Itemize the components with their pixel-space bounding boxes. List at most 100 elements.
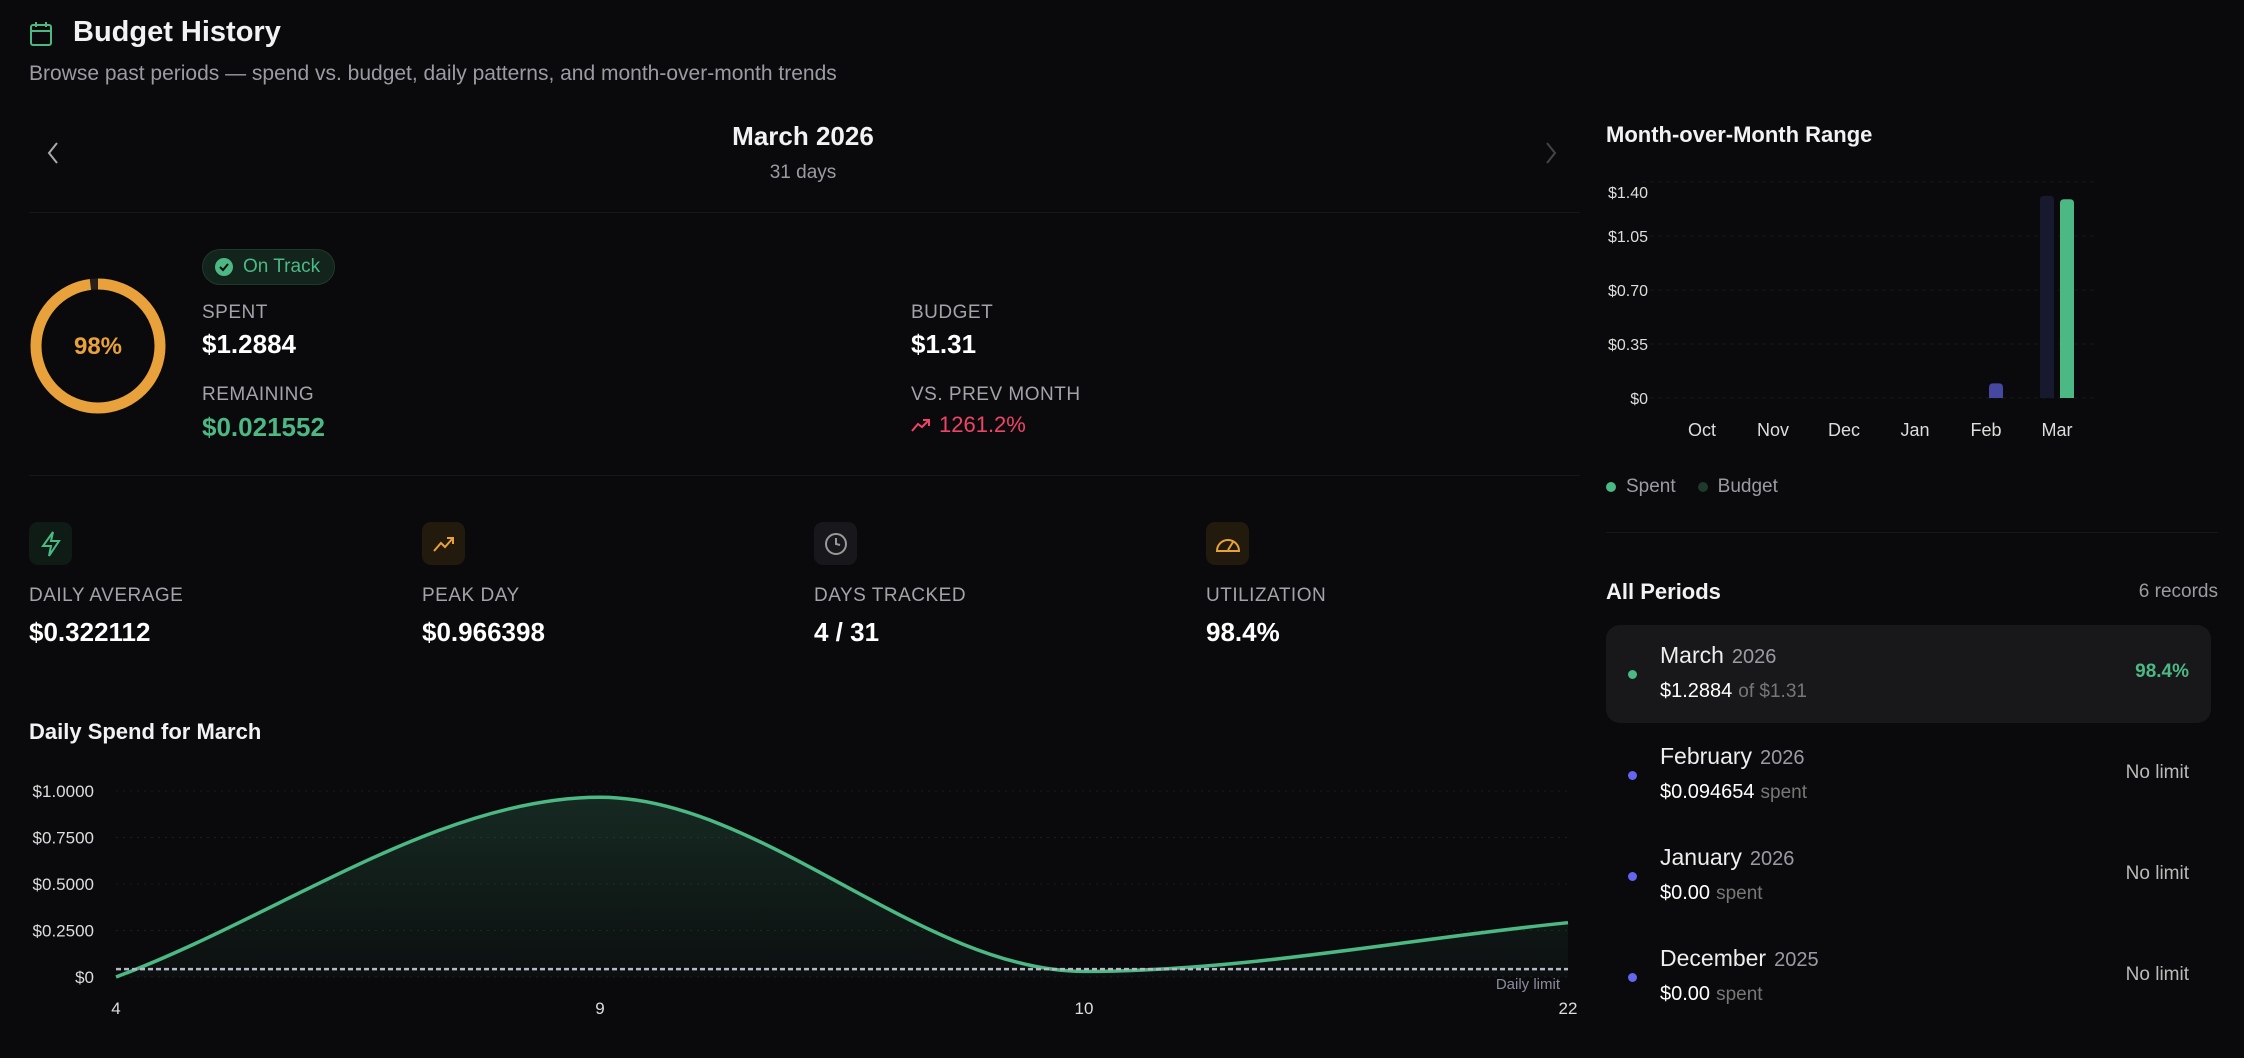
x-tick-label: 9 [595,999,604,1018]
mom-chart-title: Month-over-Month Range [1606,122,1873,147]
check-circle-icon [215,258,233,276]
trending-up-icon [422,522,465,565]
period-status: No limit [2125,762,2189,783]
stat-label: UTILIZATION [1206,585,1327,606]
utilization-ring: 98% [30,278,166,414]
x-tick-label: Mar [2042,420,2073,440]
stat-value: 4 / 31 [814,617,880,647]
remaining-label: REMAINING [202,384,315,405]
period-row[interactable]: January 2026 $0.00 spent No limit [1606,827,2211,925]
stat-label: DAYS TRACKED [814,585,967,606]
spent-bar [2060,199,2074,398]
period-name: December 2025 [1660,945,1819,972]
y-tick-label: $1.40 [1608,185,1648,202]
period-year: 2025 [1774,949,1819,971]
period-sub: spent [1760,782,1808,803]
y-tick-label: $0.5000 [33,875,94,894]
daily-chart-title: Daily Spend for March [29,719,262,744]
period-name: March 2026 [1660,642,1776,669]
period-amount: $0.094654 spent [1660,781,1807,804]
period-month: January [1660,844,1742,870]
period-dot [1628,771,1637,780]
legend-budget: Budget [1697,476,1778,498]
period-row[interactable]: February 2026 $0.094654 spent No limit [1606,726,2211,824]
period-sub: spent [1716,984,1763,1005]
periods-count: 6 records [2138,581,2218,602]
x-tick-label: 10 [1075,999,1094,1018]
y-tick-label: $0.7500 [33,829,94,848]
x-tick-label: Nov [1757,420,1789,440]
y-tick-label: $0 [75,968,94,987]
budget-label: BUDGET [911,302,994,323]
stat-value: $0.322112 [29,617,151,647]
stat-label: DAILY AVERAGE [29,585,184,606]
x-tick-label: Dec [1828,420,1860,440]
period-status: No limit [2125,863,2189,884]
period-status: 98.4% [2135,661,2189,682]
mom-range-chart: $1.40 $1.05 $0.70 $0.35 $0 Oct Nov Dec Jan Feb Mar [1608,181,2095,440]
stat-value: 98.4% [1206,617,1280,647]
periods-title: All Periods [1606,579,1721,604]
y-tick-label: $1.05 [1608,229,1648,246]
period-spent: $0.094654 [1660,781,1755,803]
prev-month-label: VS. PREV MONTH [911,384,1081,405]
legend-label: Spent [1626,476,1676,497]
prev-period-button[interactable] [45,140,61,166]
page-title: Budget History [73,16,281,48]
period-amount: $0.00 spent [1660,882,1763,905]
period-row[interactable]: December 2025 $0.00 spent No limit [1606,928,2211,1026]
gauge-icon [1206,522,1249,565]
budget-value: $1.31 [911,329,977,359]
x-tick-label: Oct [1688,420,1716,440]
legend-spent: Spent [1606,476,1676,498]
y-tick-label: $0.35 [1608,337,1648,354]
period-month: December [1660,945,1767,971]
stat-label: PEAK DAY [422,585,520,606]
period-spent: $0.00 [1660,882,1711,904]
y-tick-label: $0.2500 [33,922,94,941]
y-tick-label: $1.0000 [33,782,94,801]
period-row[interactable]: March 2026 $1.2884 of $1.31 98.4% [1606,625,2211,723]
remaining-value: $0.021552 [202,412,325,442]
period-days: 31 days [769,162,837,183]
period-amount: $1.2884 of $1.31 [1660,680,1807,703]
y-tick-label: $0.70 [1608,283,1648,300]
period-year: 2026 [1749,848,1795,870]
period-name: January 2026 [1660,844,1794,871]
period-month: March [1660,642,1724,668]
x-tick-label: Jan [1900,420,1929,440]
period-title: March 2026 [732,121,874,151]
period-dot [1628,872,1637,881]
prev-month-change: 1261.2% [911,412,1026,438]
calendar-icon [30,22,52,46]
spent-value: $1.2884 [202,329,296,359]
period-spent: $1.2884 [1660,680,1733,702]
ring-percent: 98% [74,333,122,360]
period-status: No limit [2125,964,2189,985]
prev-month-value: 1261.2% [939,412,1026,437]
daily-spend-chart: $1.0000 $0.7500 $0.5000 $0.2500 $0 4 9 10 22 Dail… [33,782,1578,1018]
spent-bar [1989,383,2003,398]
period-name: February 2026 [1660,743,1805,770]
period-spent: $0.00 [1660,983,1711,1005]
daily-limit-label: Daily limit [1496,976,1561,993]
x-tick-label: 22 [1559,999,1578,1018]
y-tick-label: $0 [1630,391,1648,408]
next-period-button[interactable] [1543,140,1559,166]
stat-value: $0.966398 [422,617,545,647]
x-tick-label: Feb [1970,420,2001,440]
period-dot [1628,670,1637,679]
budget-bar [2040,195,2054,398]
period-year: 2026 [1731,646,1777,668]
mom-legend: Spent Budget [1606,476,1778,498]
status-badge: On Track [202,249,336,285]
legend-label: Budget [1717,476,1778,497]
period-amount: $0.00 spent [1660,983,1763,1006]
trending-up-icon [911,419,930,432]
bolt-icon [29,522,72,565]
spend-line [115,795,1569,979]
clock-icon [814,522,857,565]
spent-label: SPENT [202,302,268,323]
period-month: February [1660,743,1753,769]
page-subtitle: Browse past periods — spend vs. budget, … [29,62,837,85]
